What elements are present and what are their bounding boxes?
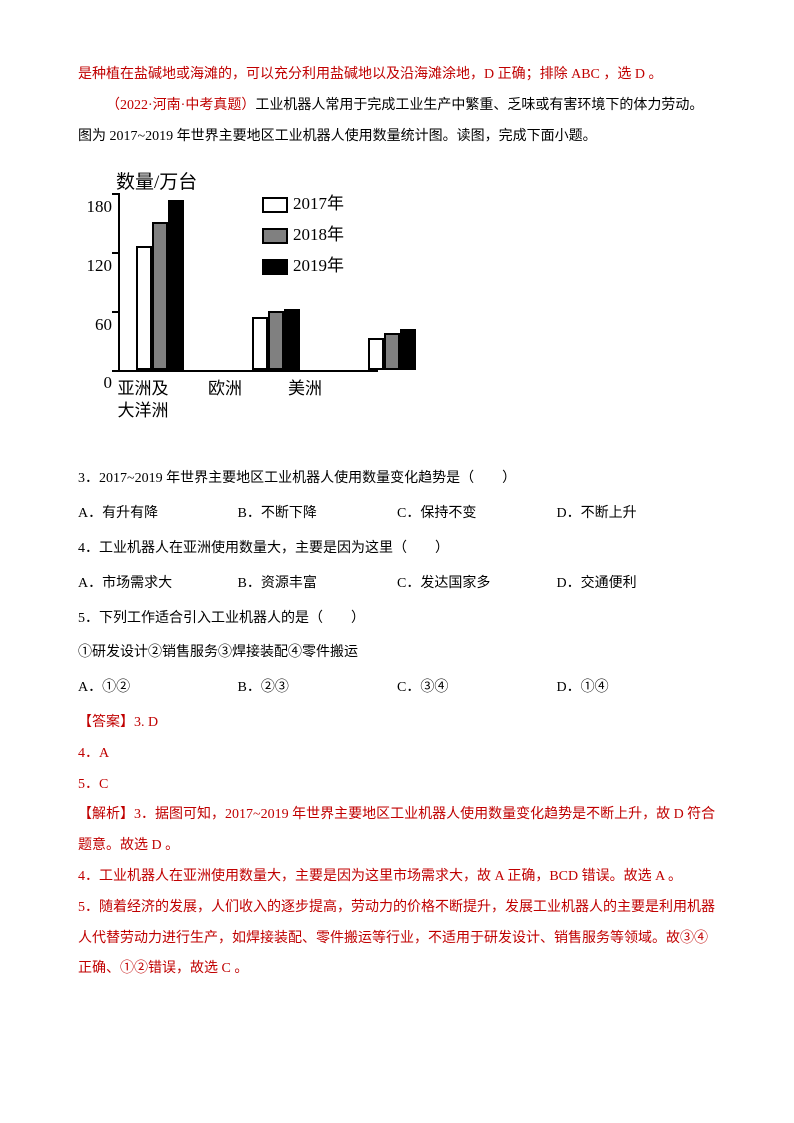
bar xyxy=(268,311,284,370)
bar xyxy=(400,329,416,371)
q5-option-c[interactable]: C．③④ xyxy=(397,673,557,704)
bar xyxy=(152,222,168,370)
q4-stem: 4．工业机器人在亚洲使用数量大，主要是因为这里（ ） xyxy=(78,534,716,565)
q3-option-a[interactable]: A．有升有降 xyxy=(78,499,238,530)
q5-options: A．①② B．②③ C．③④ D．①④ xyxy=(78,673,716,704)
analysis-label: 【解析】 xyxy=(78,807,134,822)
bar xyxy=(136,246,152,371)
legend-label: 2017年 xyxy=(293,190,344,219)
q4-option-a[interactable]: A．市场需求大 xyxy=(78,569,238,600)
analysis-5: 5．随着经济的发展，人们收入的逐步提高，劳动力的价格不断提升，发展工业机器人的主… xyxy=(78,893,716,985)
ytick-mark xyxy=(112,370,120,372)
ytick-mark xyxy=(112,193,120,195)
bar-chart: 数量/万台 180 120 60 0 亚洲及大洋洲 欧洲 美洲 2017年 20… xyxy=(78,166,418,446)
legend-label: 2018年 xyxy=(293,221,344,250)
ytick-mark xyxy=(112,311,120,313)
prev-explanation-tail: 是种植在盐碱地或海滩的，可以充分利用盐碱地以及沿海滩涂地，D 正确；排除 ABC… xyxy=(78,60,716,91)
q3-stem: 3．2017~2019 年世界主要地区工业机器人使用数量变化趋势是（ ） xyxy=(78,464,716,495)
ytick-180: 180 xyxy=(78,188,112,225)
bar xyxy=(384,333,400,371)
bar xyxy=(252,317,268,370)
answer-4: 4．A xyxy=(78,739,716,770)
q3-option-b[interactable]: B．不断下降 xyxy=(238,499,398,530)
q3-options: A．有升有降 B．不断下降 C．保持不变 D．不断上升 xyxy=(78,499,716,530)
q5-list: ①研发设计②销售服务③焊接装配④零件搬运 xyxy=(78,638,716,669)
analysis-4: 4．工业机器人在亚洲使用数量大，主要是因为这里市场需求大，故 A 正确，BCD … xyxy=(78,862,716,893)
legend-item-2018: 2018年 xyxy=(262,221,344,250)
q5-option-b[interactable]: B．②③ xyxy=(238,673,398,704)
q4-option-d[interactable]: D．交通便利 xyxy=(557,569,717,600)
q5-option-d[interactable]: D．①④ xyxy=(557,673,717,704)
answer-label: 【答案】 xyxy=(78,715,134,730)
ytick-0: 0 xyxy=(78,364,112,401)
chart-legend: 2017年 2018年 2019年 xyxy=(262,190,344,283)
q3-option-d[interactable]: D．不断上升 xyxy=(557,499,717,530)
legend-item-2019: 2019年 xyxy=(262,252,344,281)
bar xyxy=(284,309,300,370)
q5-stem: 5．下列工作适合引入工业机器人的是（ ） xyxy=(78,604,716,635)
source-tag: （2022·河南·中考真题） xyxy=(106,98,255,113)
xaxis-label-america: 美洲 xyxy=(270,378,340,400)
bar xyxy=(368,338,384,371)
ytick-mark xyxy=(112,252,120,254)
analysis-3-text: 3．据图可知，2017~2019 年世界主要地区工业机器人使用数量变化趋势是不断… xyxy=(78,807,715,853)
ytick-120: 120 xyxy=(78,247,112,284)
question-intro: （2022·河南·中考真题）工业机器人常用于完成工业生产中繁重、乏味或有害环境下… xyxy=(78,91,716,153)
legend-item-2017: 2017年 xyxy=(262,190,344,219)
q4-option-b[interactable]: B．资源丰富 xyxy=(238,569,398,600)
answer-block: 【答案】3. D xyxy=(78,708,716,739)
q4-options: A．市场需求大 B．资源丰富 C．发达国家多 D．交通便利 xyxy=(78,569,716,600)
q5-option-a[interactable]: A．①② xyxy=(78,673,238,704)
ytick-60: 60 xyxy=(78,306,112,343)
xaxis-label-europe: 欧洲 xyxy=(190,378,260,400)
legend-swatch-icon xyxy=(262,197,288,213)
legend-swatch-icon xyxy=(262,259,288,275)
q3-option-c[interactable]: C．保持不变 xyxy=(397,499,557,530)
bar xyxy=(168,200,184,370)
answer-5: 5．C xyxy=(78,770,716,801)
xaxis-label-asia: 亚洲及大洋洲 xyxy=(108,378,178,422)
legend-label: 2019年 xyxy=(293,252,344,281)
analysis-3: 【解析】3．据图可知，2017~2019 年世界主要地区工业机器人使用数量变化趋… xyxy=(78,800,716,862)
q4-option-c[interactable]: C．发达国家多 xyxy=(397,569,557,600)
answer-3: 3. D xyxy=(134,715,158,730)
legend-swatch-icon xyxy=(262,228,288,244)
